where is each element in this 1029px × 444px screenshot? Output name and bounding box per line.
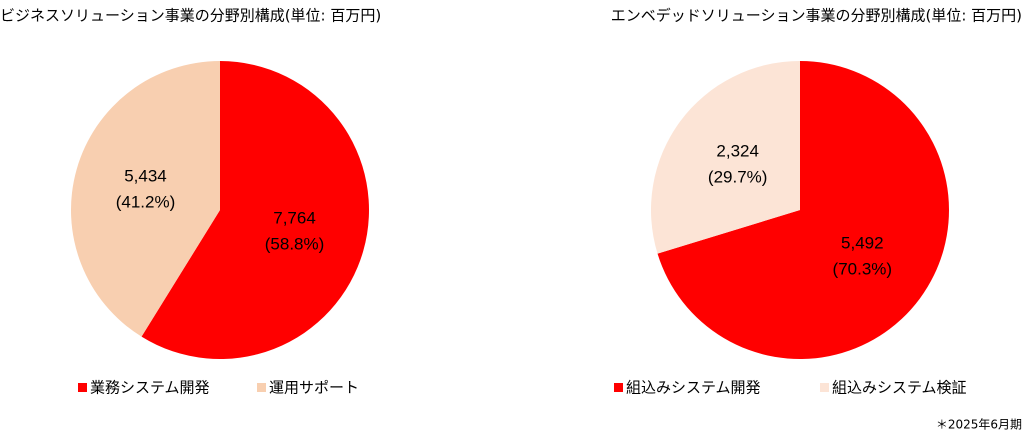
chart-title: ビジネスソリューション事業の分野別構成(単位: 百万円) <box>0 7 381 25</box>
chart-title: エンベデッドソリューション事業の分野別構成(単位: 百万円) <box>611 7 1022 25</box>
legend-label: 組込みシステム開発 <box>626 379 761 397</box>
legend-label: 運用サポート <box>269 379 359 397</box>
value-label: 5,434 <box>124 166 167 185</box>
legend-swatch <box>257 383 266 392</box>
percent-label: (70.3%) <box>833 260 893 279</box>
pie-slice <box>141 61 370 359</box>
value-label: 7,764 <box>273 209 316 228</box>
legend-label: 組込みシステム検証 <box>832 379 967 397</box>
legend-swatch <box>78 383 87 392</box>
value-label: 2,324 <box>716 141 759 160</box>
percent-label: (58.8%) <box>265 235 325 254</box>
pie-slice <box>71 61 220 337</box>
percent-label: (41.2%) <box>116 192 176 211</box>
legend-swatch <box>820 383 829 392</box>
pie-slice <box>657 61 949 359</box>
footnote: ＊2025年6月期 <box>936 418 1022 432</box>
legend-swatch <box>614 383 623 392</box>
percent-label: (29.7%) <box>708 167 768 186</box>
value-label: 5,492 <box>841 234 884 253</box>
legend-label: 業務システム開発 <box>90 379 210 397</box>
pie-slice <box>651 61 800 254</box>
